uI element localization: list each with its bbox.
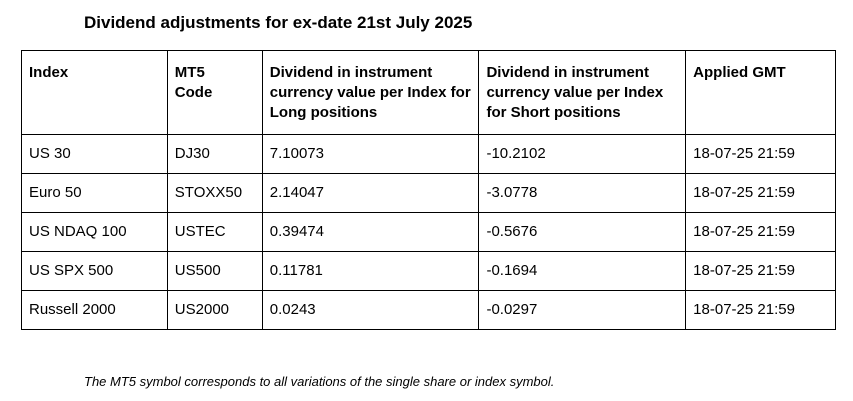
table-cell: Russell 2000 <box>21 290 168 330</box>
table-cell: US 30 <box>21 134 168 174</box>
table-cell: US500 <box>166 251 263 291</box>
table-cell: 18-07-25 21:59 <box>685 251 836 291</box>
table-cell: 18-07-25 21:59 <box>685 212 836 252</box>
dividend-table: Index MT5 Code Dividend in instrument curr… <box>21 50 836 330</box>
column-header: Applied GMT <box>685 50 836 135</box>
footnote: The MT5 symbol corresponds to all variat… <box>84 374 555 389</box>
table-cell: US2000 <box>166 290 263 330</box>
table-cell: 2.14047 <box>261 173 480 213</box>
header-row: Index MT5 Code Dividend in instrument curr… <box>21 50 836 135</box>
column-header-text: Applied GMT <box>693 64 786 81</box>
table-cell: -0.1694 <box>478 251 687 291</box>
table-cell: 18-07-25 21:59 <box>685 134 836 174</box>
table-cell: 7.10073 <box>261 134 480 174</box>
table-cell: USTEC <box>166 212 263 252</box>
table-cell: US SPX 500 <box>21 251 168 291</box>
column-header-text: Dividend in instrument currency value pe… <box>486 64 664 121</box>
table-cell: -10.2102 <box>478 134 687 174</box>
table-cell: US NDAQ 100 <box>21 212 168 252</box>
table-cell: -0.0297 <box>478 290 687 330</box>
table-cell: 0.39474 <box>261 212 480 252</box>
column-header: MT5 Code <box>166 50 263 135</box>
table-row: US NDAQ 100 USTEC 0.39474 -0.5676 18-07-25 2… <box>21 212 836 252</box>
column-header: Index <box>21 50 168 135</box>
table-cell: STOXX50 <box>166 173 263 213</box>
table-cell: -3.0778 <box>478 173 687 213</box>
table-row: US SPX 500 US500 0.11781 -0.1694 18-07-25 21… <box>21 251 836 291</box>
column-header: Dividend in instrument currency value pe… <box>478 50 687 135</box>
table-row: Russell 2000 US2000 0.0243 -0.0297 18-07-25 … <box>21 290 836 330</box>
column-header: Dividend in instrument currency value pe… <box>261 50 480 135</box>
table-cell: DJ30 <box>166 134 263 174</box>
table-cell: Euro 50 <box>21 173 168 213</box>
table-body: US 30 DJ30 7.10073 -10.2102 18-07-25 21:59 Eu… <box>21 134 836 330</box>
table-cell: 18-07-25 21:59 <box>685 290 836 330</box>
table-row: US 30 DJ30 7.10073 -10.2102 18-07-25 21:59 <box>21 134 836 174</box>
table-cell: -0.5676 <box>478 212 687 252</box>
column-header-text: Dividend in instrument currency value pe… <box>269 64 471 121</box>
column-header-text: Index <box>29 64 69 81</box>
table-cell: 18-07-25 21:59 <box>685 173 836 213</box>
table-cell: 0.11781 <box>261 251 480 291</box>
column-header-text: MT5 Code <box>174 64 213 101</box>
table-cell: 0.0243 <box>261 290 480 330</box>
table-row: Euro 50 STOXX50 2.14047 -3.0778 18-07-25 21:… <box>21 173 836 213</box>
title: Dividend adjustments for ex-date 21st Ju… <box>84 13 473 32</box>
